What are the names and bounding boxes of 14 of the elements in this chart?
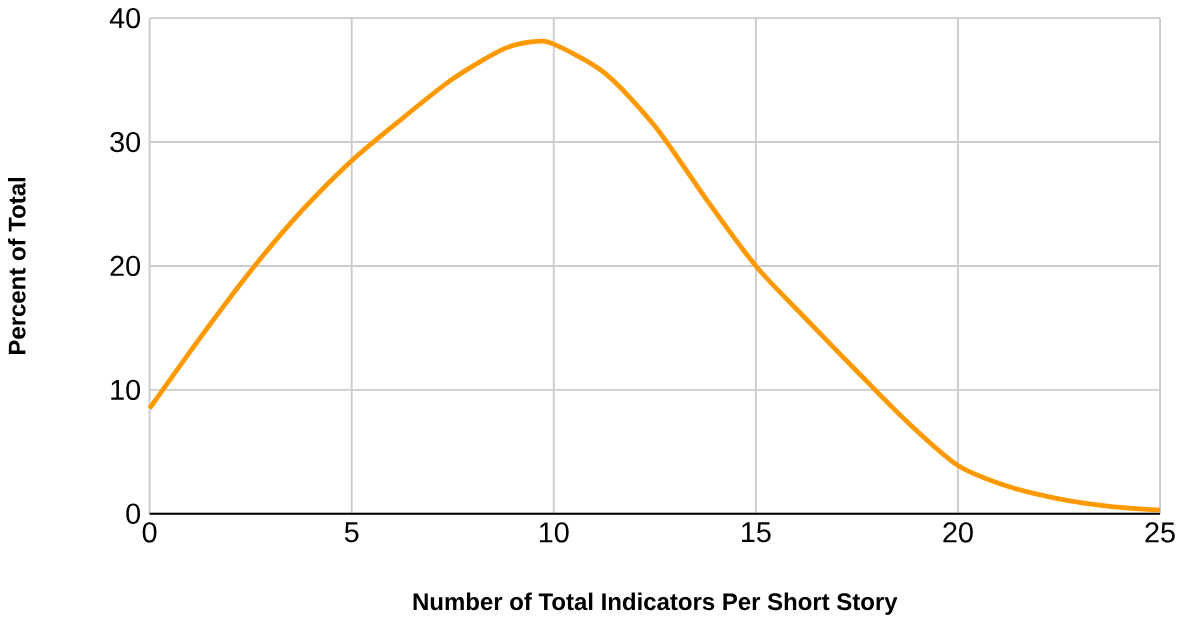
x-tick-label: 0	[142, 522, 157, 543]
x-tick-label: 20	[943, 522, 973, 543]
line-series	[147, 39, 1163, 513]
y-tick-label: 0	[126, 503, 141, 524]
x-tick-label: 5	[344, 522, 359, 543]
x-axis-title: Number of Total Indicators Per Short Story	[413, 592, 898, 615]
y-tick-label: 10	[111, 379, 141, 401]
x-tick-label: 10	[539, 522, 569, 543]
x-tick-label: 25	[1145, 522, 1175, 543]
y-tick-label: 20	[110, 255, 141, 277]
x-tick-label: 15	[742, 522, 771, 543]
y-tick-label: 30	[110, 131, 141, 153]
y-tick-label: 40	[109, 8, 141, 29]
y-axis-title: Percent of Total	[7, 178, 26, 355]
